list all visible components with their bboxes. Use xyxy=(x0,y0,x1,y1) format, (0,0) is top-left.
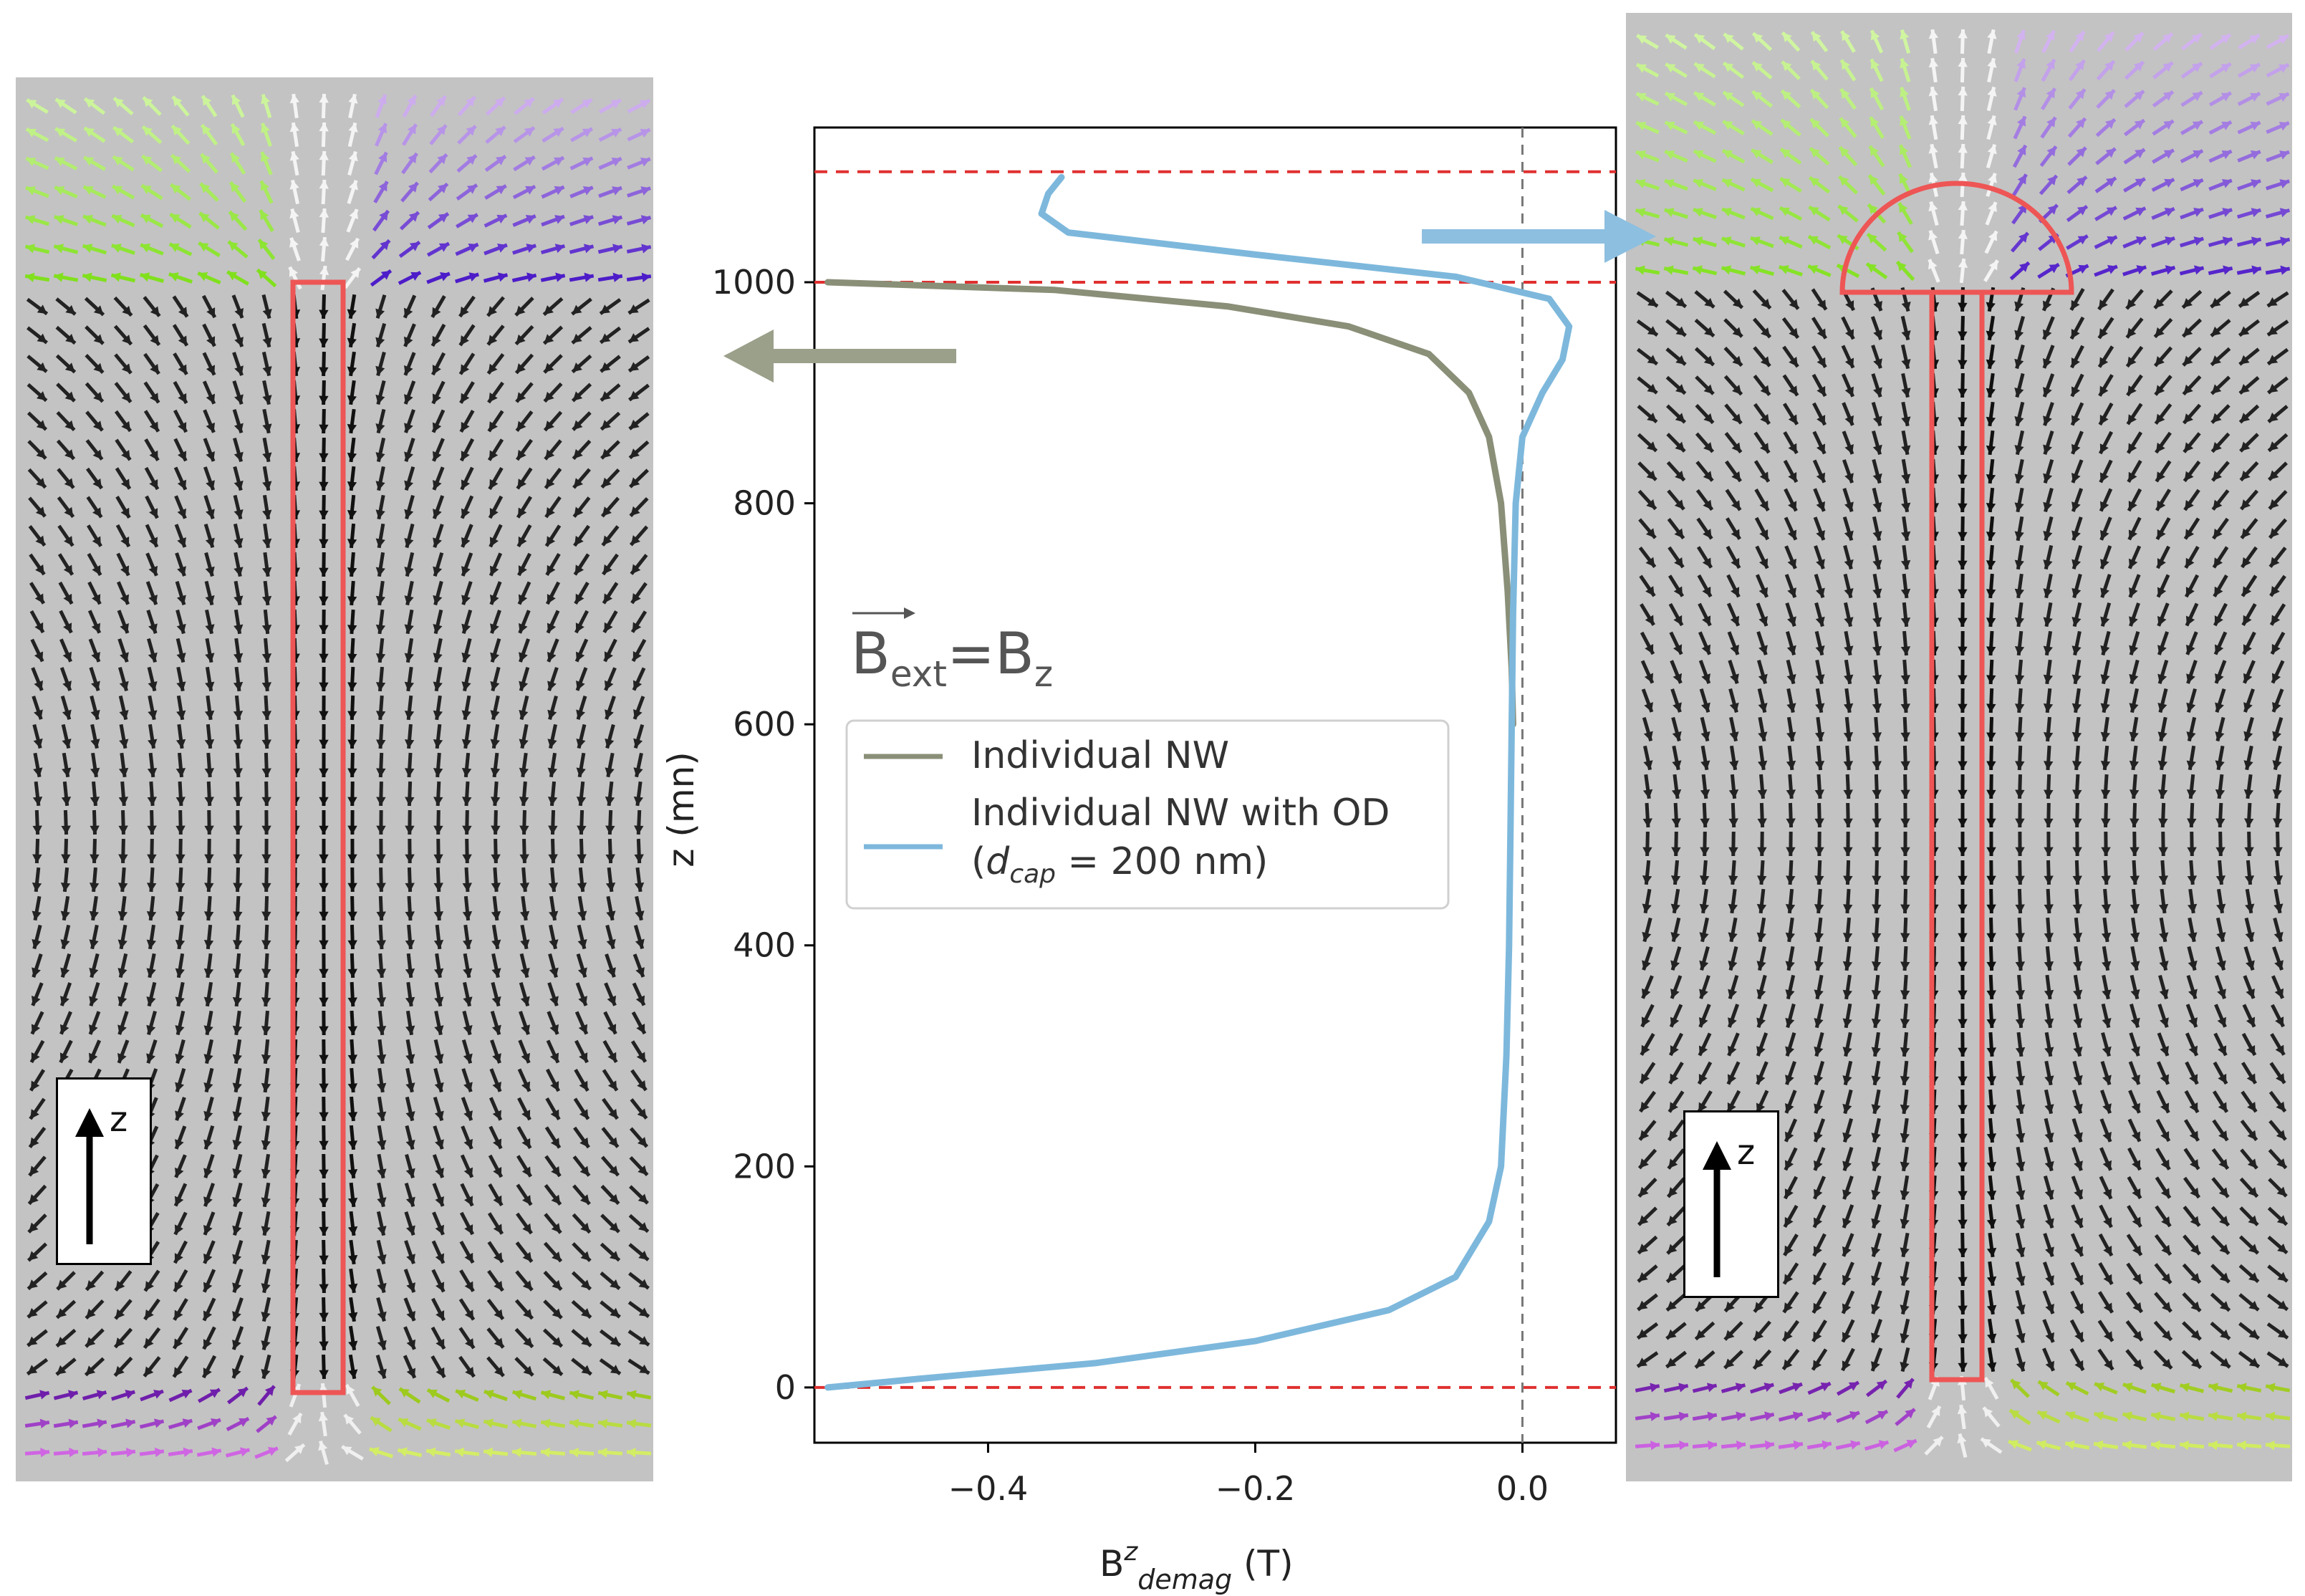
right-z-axis-indicator: z xyxy=(1683,1110,1779,1298)
x-ticks: −0.4 −0.2 0.0 xyxy=(948,1443,1549,1508)
vector-arrowhead-icon xyxy=(904,607,915,619)
left-magnetization-panel: z xyxy=(16,77,653,1481)
quiver-arrows xyxy=(1635,29,2291,1458)
right-magnetization-panel: z xyxy=(1626,13,2292,1481)
series-line-1 xyxy=(824,173,1573,1391)
nanowire-outline xyxy=(290,279,346,1395)
legend: Individual NW Individual NW with OD (dca… xyxy=(845,719,1450,910)
y-tick-label: 0 xyxy=(775,1368,796,1407)
y-axis-label: z (mn) xyxy=(660,751,702,867)
right-z-label: z xyxy=(1737,1133,1756,1173)
series-lines xyxy=(824,173,1573,1391)
left-z-axis-indicator: z xyxy=(56,1077,152,1265)
x-tick-label: −0.2 xyxy=(1216,1469,1296,1508)
x-tick-label: 0.0 xyxy=(1496,1469,1549,1508)
plot-area-frame xyxy=(813,126,1617,1444)
legend-label-nw-od-cap: (dcap = 200 nm) xyxy=(971,840,1268,889)
field-annotation: Bext=Bz xyxy=(851,607,1053,695)
series-line-0 xyxy=(824,279,1516,728)
legend-box xyxy=(845,719,1450,910)
y-tick-label: 1000 xyxy=(712,263,796,302)
x-axis-label: Bzdemag (T) xyxy=(1099,1537,1294,1595)
left-z-label: z xyxy=(110,1100,128,1140)
y-tick-label: 600 xyxy=(733,705,796,744)
y-tick-label: 800 xyxy=(733,484,796,523)
right-quiver-field xyxy=(1635,29,2291,1458)
y-tick-label: 400 xyxy=(733,926,796,965)
x-tick-label: −0.4 xyxy=(948,1469,1029,1508)
y-tick-label: 200 xyxy=(733,1147,796,1186)
b-ext-label: Bext=Bz xyxy=(851,620,1053,695)
legend-label-nw: Individual NW xyxy=(971,734,1229,777)
legend-label-nw-od: Individual NW with OD xyxy=(971,792,1390,835)
y-ticks: 0 200 400 600 800 1000 xyxy=(712,263,814,1407)
cap-outline xyxy=(1839,181,2074,295)
up-arrow-icon xyxy=(75,1108,104,1244)
up-arrow-icon xyxy=(1703,1141,1731,1277)
